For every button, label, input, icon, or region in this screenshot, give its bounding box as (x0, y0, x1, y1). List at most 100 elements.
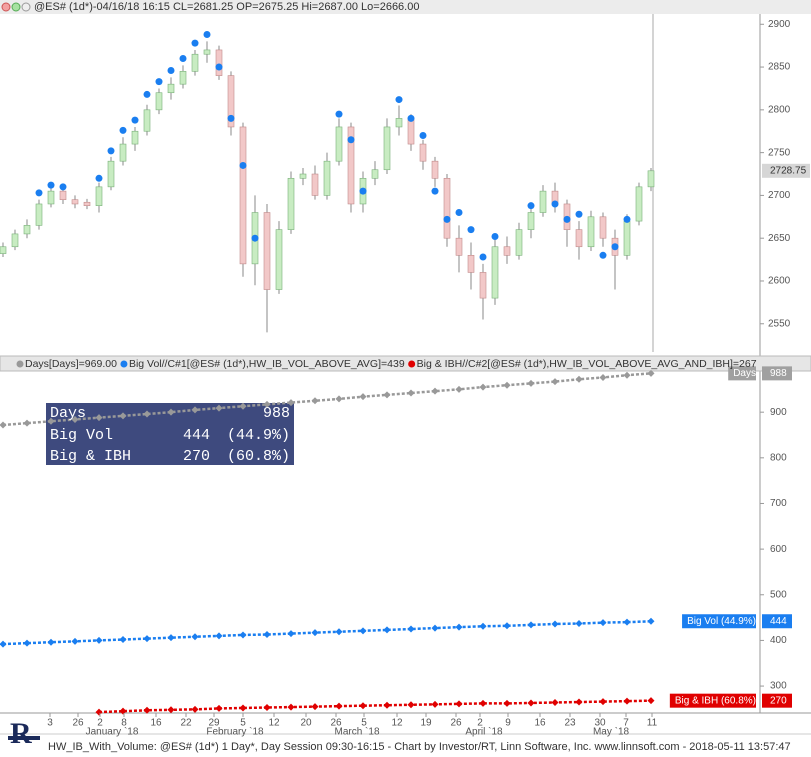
candle-body (83, 201, 91, 206)
series-marker (407, 625, 415, 633)
series-marker (287, 399, 295, 407)
y-tick-label: 2650 (768, 233, 791, 244)
big-vol-signal (107, 147, 115, 155)
x-tick-label: 19 (420, 718, 432, 729)
series-marker (143, 706, 151, 714)
series-marker (263, 630, 271, 638)
big-vol-signal (491, 232, 499, 240)
big-vol-signal (407, 114, 415, 122)
info-label: Big & IBH (50, 448, 131, 465)
series-marker (167, 408, 175, 416)
series-marker (23, 639, 31, 647)
candle-body (479, 272, 487, 299)
series-value-bg (762, 614, 792, 629)
y-tick-label: 2600 (768, 276, 791, 287)
series-marker (623, 618, 631, 626)
series-marker (287, 630, 295, 638)
legend-dot (16, 360, 24, 368)
candle-body (227, 75, 235, 128)
series-tag: Big Vol (44.9%) (687, 616, 756, 627)
window-button[interactable] (21, 2, 31, 12)
x-tick-label: 26 (72, 718, 84, 729)
x-tick-label: 29 (208, 718, 220, 729)
series-tag-bg (728, 366, 756, 381)
window-button[interactable] (11, 2, 21, 12)
big-vol-signal (419, 132, 427, 140)
series-marker (503, 699, 511, 707)
big-vol-signal (155, 78, 163, 86)
legend-bar (0, 355, 811, 372)
info-pct: (60.8%) (227, 448, 290, 465)
x-tick-label: 16 (534, 718, 546, 729)
candle-body (47, 190, 55, 205)
candle-body (395, 118, 403, 128)
series-marker (359, 702, 367, 710)
series-marker (143, 635, 151, 643)
candle-body (215, 49, 223, 76)
month-label: March `18 (334, 726, 379, 738)
candle-body (623, 220, 631, 256)
candle-body (167, 83, 175, 94)
candle-body (419, 143, 427, 162)
x-tick-label: 9 (505, 718, 511, 729)
series-marker (119, 707, 127, 715)
candle-body (443, 177, 451, 239)
candle-body (0, 246, 7, 254)
big-vol-signal (599, 251, 607, 259)
legend-label: Big Vol//C#1[@ES# (1d*),HW_IB_VOL_ABOVE_… (129, 358, 405, 370)
series-tag: Days (733, 368, 756, 379)
candle-body (503, 246, 511, 256)
series-tag-bg (669, 693, 756, 708)
big-vol-signal (623, 215, 631, 223)
series-value: 444 (770, 616, 787, 627)
footer-text: HW_IB_With_Volume: @ES# (1d*) 1 Day*, Da… (48, 741, 791, 753)
candle-body (407, 118, 415, 145)
y-tick-label: 2550 (768, 318, 791, 329)
month-label: January `18 (86, 726, 139, 738)
candle-body (95, 186, 103, 206)
header-bar (0, 0, 811, 14)
series-marker (263, 704, 271, 712)
big-vol-signal (431, 187, 439, 195)
candle-body (431, 160, 439, 179)
logo: R (8, 717, 40, 750)
candle-body (179, 71, 187, 85)
candle-body (119, 143, 127, 162)
candle-body (23, 225, 31, 235)
big-vol-signal (551, 200, 559, 208)
legend-label: Days[Days]=969.00 (25, 358, 117, 370)
big-vol-signal (131, 116, 139, 124)
candle-body (491, 246, 499, 299)
big-vol-signal (35, 189, 43, 197)
big-vol-signal (95, 174, 103, 182)
x-tick-label: 23 (564, 718, 576, 729)
series-marker (527, 379, 535, 387)
info-value: 444 (183, 427, 210, 444)
big-vol-signal (119, 126, 127, 134)
series-marker (47, 417, 55, 425)
big-vol-signal (179, 54, 187, 62)
big-vol-signal (563, 215, 571, 223)
big-vol-signal (527, 202, 535, 210)
info-label: Big Vol (50, 427, 113, 444)
series-marker (431, 387, 439, 395)
candle-body (299, 173, 307, 179)
candle-body (539, 190, 547, 213)
series-marker (47, 638, 55, 646)
window-button[interactable] (1, 2, 11, 12)
x-tick-label: 11 (647, 718, 658, 729)
info-value: 988 (263, 405, 290, 422)
x-tick-label: 12 (391, 718, 403, 729)
candle-body (287, 177, 295, 230)
y-tick-label: 600 (770, 544, 787, 555)
candle-body (647, 170, 655, 188)
y-tick-label: 400 (770, 635, 787, 646)
x-tick-label: 26 (450, 718, 462, 729)
big-vol-signal (395, 96, 403, 104)
x-tick-label: 5 (240, 718, 246, 729)
big-vol-signal (575, 210, 583, 218)
chart-title: @ES# (1d*)-04/16/18 16:15 CL=2681.25 OP=… (34, 1, 419, 13)
legend-dot (408, 360, 416, 368)
